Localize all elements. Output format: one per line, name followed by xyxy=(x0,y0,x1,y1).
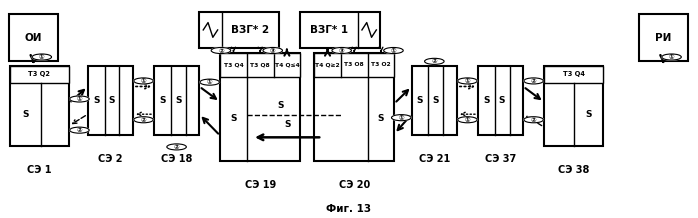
Text: ③: ③ xyxy=(339,48,345,53)
Text: S: S xyxy=(22,110,29,119)
Text: Т4 Q≥2: Т4 Q≥2 xyxy=(315,62,340,67)
Text: ①: ① xyxy=(141,78,147,84)
Text: ①: ① xyxy=(669,54,674,60)
Text: СЭ 19: СЭ 19 xyxy=(244,180,276,190)
Text: Т4 Q≤4: Т4 Q≤4 xyxy=(274,62,299,67)
Text: ВЗГ* 1: ВЗГ* 1 xyxy=(310,25,348,35)
Text: ②: ② xyxy=(218,48,224,53)
Text: Т3 O2: Т3 O2 xyxy=(371,62,391,67)
Text: Т3 Q2: Т3 Q2 xyxy=(29,72,50,77)
Bar xyxy=(314,53,394,77)
Circle shape xyxy=(134,78,154,84)
Text: СЭ 21: СЭ 21 xyxy=(419,154,450,164)
Text: ①: ① xyxy=(391,48,396,53)
Bar xyxy=(154,66,199,135)
Text: S: S xyxy=(585,110,592,119)
Bar xyxy=(88,66,133,135)
Text: СЭ 37: СЭ 37 xyxy=(485,154,516,164)
Text: S: S xyxy=(433,96,439,105)
Text: ①: ① xyxy=(207,79,212,85)
Text: СЭ 20: СЭ 20 xyxy=(339,180,370,190)
Bar xyxy=(478,66,524,135)
Text: ②: ② xyxy=(530,117,537,123)
Text: ①: ① xyxy=(77,96,82,102)
Text: S: S xyxy=(483,96,489,105)
Bar xyxy=(544,66,603,146)
Text: Т3 O8: Т3 O8 xyxy=(344,62,364,67)
Bar xyxy=(10,66,69,83)
Text: СЭ 2: СЭ 2 xyxy=(98,154,123,164)
Text: Т3 Q8: Т3 Q8 xyxy=(251,62,270,67)
Text: Т3 Q4: Т3 Q4 xyxy=(563,72,585,77)
Text: ВЗГ* 2: ВЗГ* 2 xyxy=(232,25,269,35)
Bar xyxy=(314,53,394,161)
Bar xyxy=(9,14,58,61)
Bar xyxy=(639,14,688,61)
Circle shape xyxy=(424,58,444,64)
Circle shape xyxy=(70,96,89,102)
Circle shape xyxy=(32,54,52,60)
Circle shape xyxy=(384,48,403,54)
Text: S: S xyxy=(417,96,423,105)
Circle shape xyxy=(392,115,411,121)
Text: S: S xyxy=(109,96,115,105)
Text: S: S xyxy=(499,96,505,105)
Circle shape xyxy=(524,78,543,84)
Bar xyxy=(220,53,300,77)
Text: ①: ① xyxy=(465,117,470,123)
Text: ②: ② xyxy=(174,144,179,150)
Circle shape xyxy=(332,48,351,54)
Text: ①: ① xyxy=(465,78,470,84)
Circle shape xyxy=(167,144,186,150)
Circle shape xyxy=(70,127,89,133)
Text: ①: ① xyxy=(39,54,45,60)
Text: ②: ② xyxy=(141,117,147,123)
Bar xyxy=(412,66,457,135)
Text: S: S xyxy=(277,101,284,110)
Text: S: S xyxy=(175,96,181,105)
Text: СЭ 18: СЭ 18 xyxy=(161,154,192,164)
Text: ①: ① xyxy=(399,115,404,121)
Text: СЭ 1: СЭ 1 xyxy=(27,165,52,175)
Circle shape xyxy=(211,48,231,54)
Text: S: S xyxy=(378,114,384,123)
Text: ②: ② xyxy=(530,78,537,84)
Circle shape xyxy=(263,48,283,54)
Text: ③: ③ xyxy=(270,48,276,53)
Bar xyxy=(199,12,279,48)
Text: РИ: РИ xyxy=(655,32,671,43)
Bar xyxy=(544,66,603,83)
Circle shape xyxy=(200,79,219,85)
Text: S: S xyxy=(284,120,290,129)
Circle shape xyxy=(458,117,477,123)
Text: СЭ 38: СЭ 38 xyxy=(558,165,589,175)
Bar xyxy=(300,12,380,48)
Text: ②: ② xyxy=(77,127,82,133)
Bar xyxy=(220,53,300,161)
Text: Т3 Q4: Т3 Q4 xyxy=(223,62,244,67)
Circle shape xyxy=(524,117,543,123)
Text: ②: ② xyxy=(431,58,437,64)
Text: Фиг. 13: Фиг. 13 xyxy=(327,204,371,214)
Text: S: S xyxy=(230,114,237,123)
Text: S: S xyxy=(159,96,165,105)
Circle shape xyxy=(662,54,681,60)
Text: S: S xyxy=(93,96,99,105)
Bar xyxy=(10,66,69,146)
Circle shape xyxy=(458,78,477,84)
Text: ОИ: ОИ xyxy=(24,32,42,43)
Circle shape xyxy=(134,117,154,123)
